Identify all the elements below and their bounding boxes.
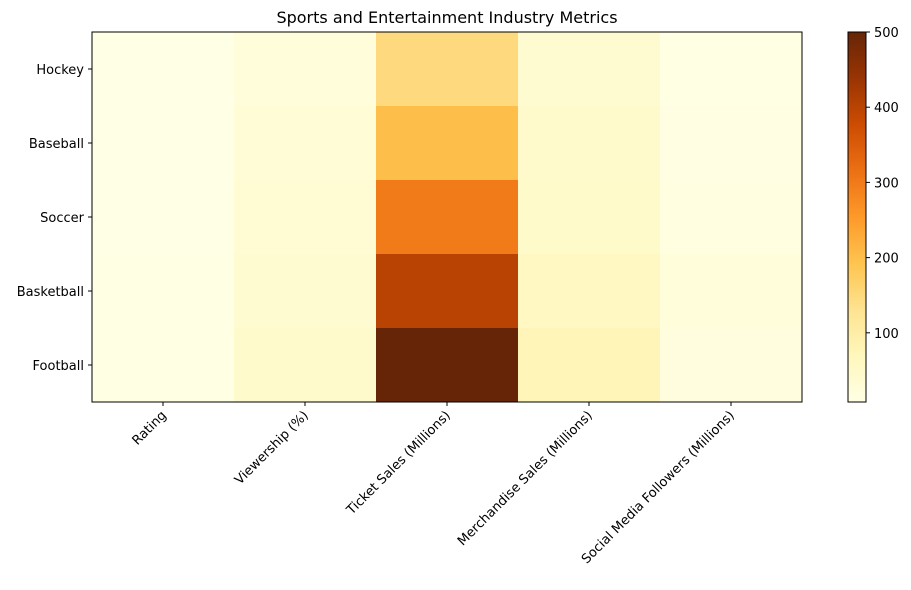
heatmap-cell [92,106,235,181]
y-tick-label: Soccer [40,211,84,226]
x-tick-label: Viewership (%) [232,408,312,488]
heatmap-cell [376,32,519,107]
colorbar-tick-label: 300 [874,176,899,191]
heatmap-cell [518,254,661,329]
colorbar: 100 200 300 400 500 [847,26,899,403]
heatmap-cell [660,106,803,181]
heatmap-cell [376,180,519,255]
heatmap-cell [234,106,377,181]
y-tick-label: Basketball [17,285,84,300]
heatmap-cell [518,180,661,255]
x-axis-ticks: Rating Viewership (%) Ticket Sales (Millio… [130,402,738,567]
heatmap-cells [92,32,803,403]
colorbar-gradient [847,31,867,403]
x-tick-label: Merchandise Sales (Millions) [455,408,596,549]
y-tick-label: Hockey [36,63,84,78]
heatmap-cell [92,254,235,329]
colorbar-tick-label: 100 [874,327,899,342]
y-tick-label: Baseball [29,137,84,152]
x-tick-label: Rating [130,408,170,448]
x-tick-label: Social Media Followers (Millions) [579,408,738,567]
y-axis-ticks: Hockey Baseball Soccer Basketball Football [17,63,92,374]
colorbar-tick-label: 500 [874,26,899,41]
x-tick-label: Ticket Sales (Millions) [343,408,453,518]
heatmap-cell [234,328,377,403]
heatmap-cell [660,254,803,329]
heatmap-cell [92,328,235,403]
heatmap-cell [92,180,235,255]
heatmap-cell [660,328,803,403]
y-tick-label: Football [33,359,84,374]
heatmap-cell [376,106,519,181]
heatmap-cell [376,254,519,329]
heatmap-cell [234,180,377,255]
heatmap-cell [660,32,803,107]
heatmap-cell [376,328,519,403]
colorbar-tick-label: 200 [874,252,899,267]
heatmap-cell [92,32,235,107]
heatmap-cell [234,254,377,329]
chart-title: Sports and Entertainment Industry Metric… [276,8,617,27]
heatmap-cell [234,32,377,107]
heatmap-cell [660,180,803,255]
heatmap-cell [518,32,661,107]
heatmap-cell [518,106,661,181]
colorbar-tick-label: 400 [874,101,899,116]
heatmap-cell [518,328,661,403]
